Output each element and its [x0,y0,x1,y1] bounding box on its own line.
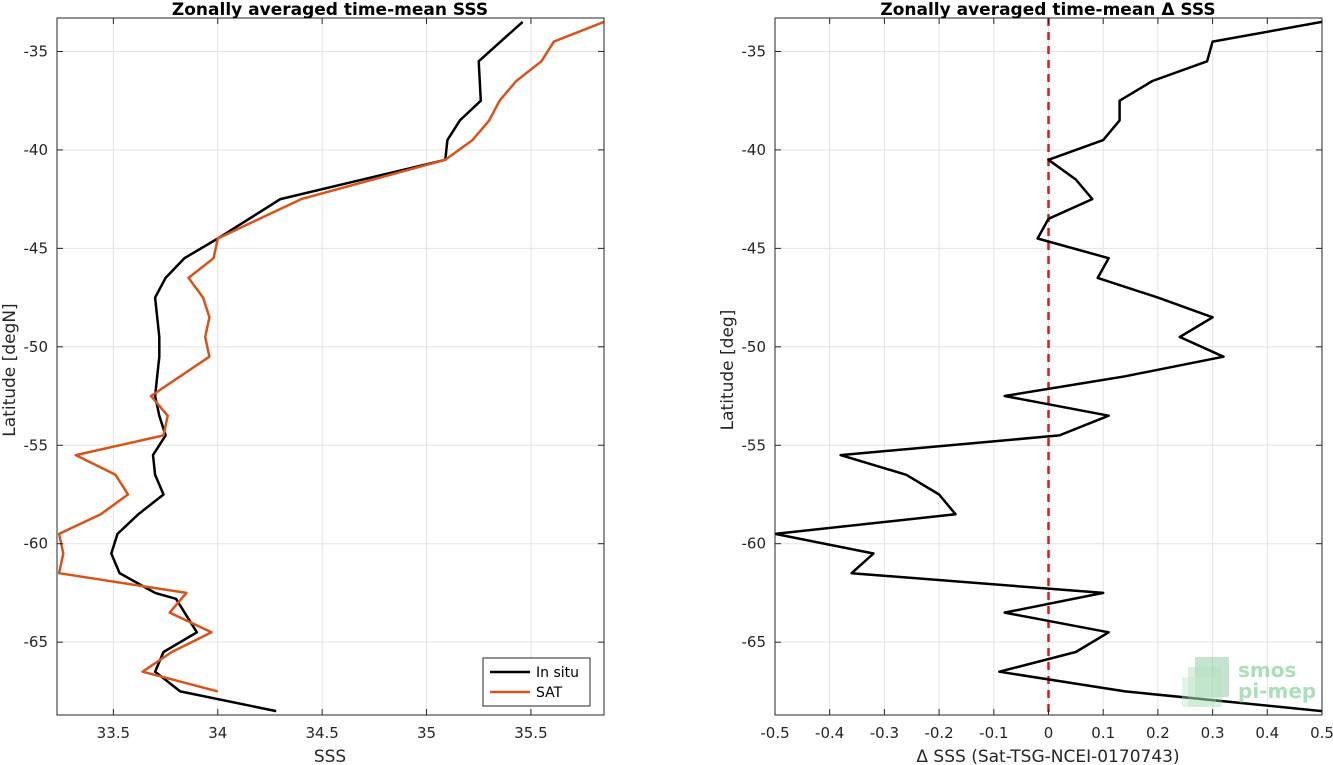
y-tick-label: -35 [742,42,767,60]
x-tick-label: 34 [208,724,227,742]
legend-label-insitu: In situ [536,665,579,681]
x-tick-label: 34.5 [305,724,338,742]
y-tick-label: -65 [24,633,49,651]
series-group [57,20,604,713]
x-axis-label: Δ SSS (Sat-TSG-NCEI-0170743) [916,747,1179,765]
x-ticks: -0.5 -0.4 -0.3 -0.2 -0.1 0 0.1 0.2 0.3 0.4 0.5 [760,18,1333,742]
y-tick-label: -45 [742,239,767,257]
y-axis-label: Latitude [deg] [718,310,738,431]
x-tick-label: 35 [417,724,436,742]
chart-title: Zonally averaged time-mean Δ SSS [880,0,1215,20]
svg-text:pi-mep: pi-mep [1238,679,1316,703]
legend-box [482,657,591,707]
y-ticks: -65 -60 -55 -50 -45 -40 -35 [24,42,604,651]
y-tick-label: -35 [24,42,49,60]
y-tick-label: -40 [24,141,49,159]
y-tick-label: -40 [742,141,767,159]
plot-area [57,18,604,715]
y-tick-label: -60 [24,535,49,553]
y-axis-label: Latitude [degN] [0,303,20,436]
series-line [57,20,604,693]
x-tick-label: -0.4 [815,724,844,742]
x-tick-label: -0.1 [979,724,1008,742]
y-tick-label: -55 [24,436,49,454]
y-tick-label: -50 [24,338,49,356]
grid [57,18,604,715]
x-ticks: 33.5 34 34.5 35 35.5 [97,18,548,742]
y-ticks: -65 -60 -55 -50 -45 -40 -35 [742,42,1322,651]
x-tick-label: 0.5 [1310,724,1333,742]
axes-box [56,17,605,716]
x-axis-label: SSS [314,747,346,765]
x-tick-label: 0.4 [1255,724,1279,742]
x-tick-label: 0.1 [1091,724,1115,742]
y-tick-label: -60 [742,535,767,553]
x-tick-label: 33.5 [97,724,130,742]
x-tick-label: -0.3 [870,724,899,742]
sss-panel: 33.5 34 34.5 35 35.5 -65 -60 -55 -50 -45 -40 -35 Z… [0,0,605,765]
x-tick-label: 0.3 [1201,724,1225,742]
y-tick-label: -50 [742,338,767,356]
series-line [775,20,1322,713]
x-tick-label: 35.5 [514,724,547,742]
x-tick-label: 0.2 [1146,724,1170,742]
legend: In situ SAT [482,657,591,707]
smos-pi-mep-logo: smos pi-mep [1182,657,1316,707]
series-group [775,20,1322,713]
x-tick-label: -0.5 [760,724,789,742]
y-tick-label: -55 [742,436,767,454]
x-tick-label: 0 [1044,724,1054,742]
y-tick-label: -65 [742,633,767,651]
delta-sss-panel: -0.5 -0.4 -0.3 -0.2 -0.1 0 0.1 0.2 0.3 0.4 0.5 -65… [718,0,1333,765]
svg-text:smos: smos [1238,658,1296,682]
legend-label-sat: SAT [536,685,563,701]
chart-title: Zonally averaged time-mean SSS [172,0,488,20]
y-tick-label: -45 [24,239,49,257]
x-tick-label: -0.2 [924,724,953,742]
